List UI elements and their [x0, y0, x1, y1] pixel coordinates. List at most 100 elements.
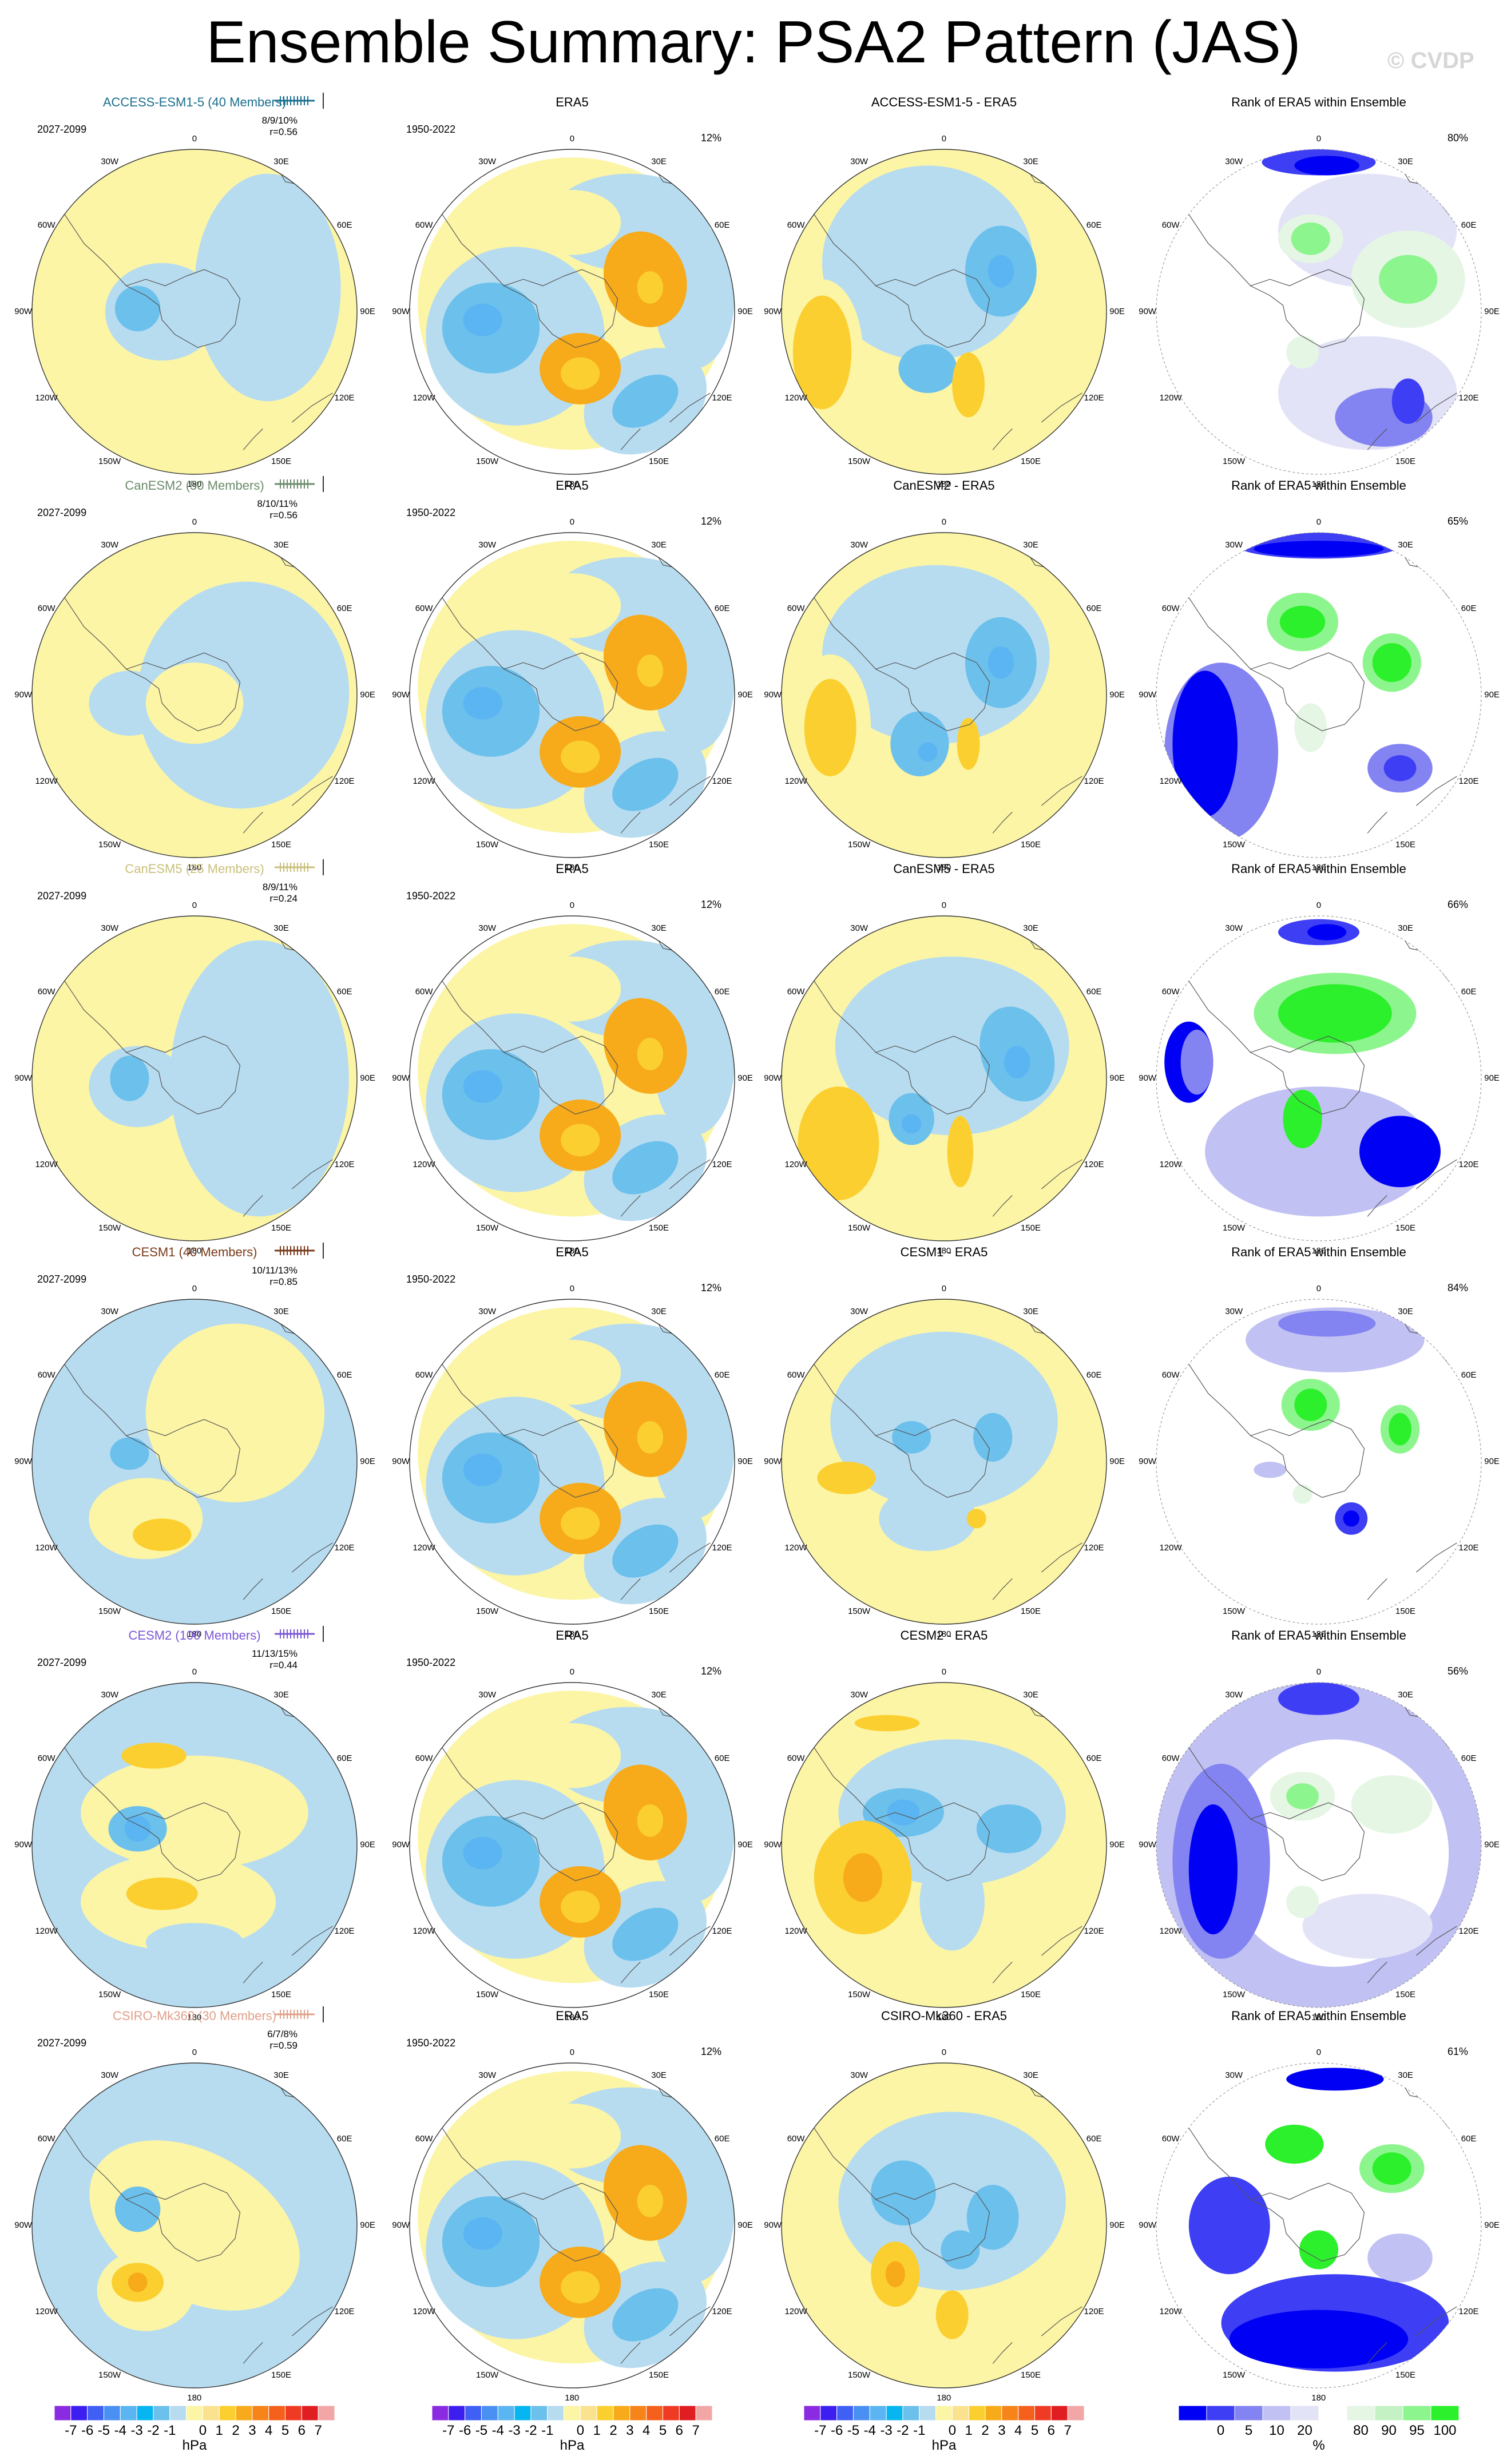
longitude-label: 150E — [1021, 1989, 1041, 1999]
longitude-label: 0 — [941, 1667, 947, 1677]
longitude-label: 60W — [37, 604, 55, 613]
australia-coastline — [1416, 1542, 1457, 1573]
new-zealand-coastline — [992, 2342, 1013, 2364]
longitude-label: 150W — [1223, 1606, 1246, 1616]
longitude-label: 150W — [1223, 456, 1246, 466]
colorbar-label: -1 — [164, 2423, 176, 2438]
longitude-label: 120W — [784, 393, 807, 403]
antarctica-coastline — [875, 652, 990, 732]
pattern-correlation: r=0.56 — [269, 510, 298, 521]
longitude-label: 150E — [1395, 1606, 1416, 1616]
colorbar-label: -3 — [880, 2423, 893, 2438]
colorbar-label: -6 — [81, 2423, 94, 2438]
longitude-label: 120W — [413, 1926, 435, 1936]
diff-title: CanESM2 - ERA5 — [893, 478, 995, 493]
model-title: CanESM2 (50 Members) — [125, 478, 264, 493]
era-title: ERA5 — [556, 862, 589, 876]
new-zealand-coastline — [992, 812, 1013, 834]
colorbar-label: 4 — [643, 2423, 651, 2438]
longitude-label: 90E — [1109, 2220, 1125, 2230]
era5-map-border — [409, 915, 735, 1241]
longitude-label: 60E — [714, 604, 730, 613]
longitude-label: 30E — [1398, 1690, 1413, 1700]
longitude-label: 30E — [651, 2070, 667, 2081]
rank-map-region — [1389, 1412, 1411, 1446]
page-title: Ensemble Summary: PSA2 Pattern (JAS) — [206, 9, 1301, 76]
longitude-label: 60W — [1161, 1753, 1180, 1763]
model-map-region — [81, 1755, 308, 1870]
model-map-region — [128, 2272, 148, 2292]
longitude-label: 60W — [787, 2134, 805, 2144]
longitude-label: 120W — [1159, 393, 1182, 403]
longitude-label: 150W — [848, 1606, 871, 1616]
south-america-coastline — [64, 1747, 127, 1819]
era5-map-border — [409, 2062, 735, 2388]
era5-map-region — [637, 1804, 664, 1837]
longitude-label: 90W — [392, 1457, 410, 1466]
colorbar-label: 6 — [675, 2423, 684, 2438]
colorbar-cell — [1034, 2405, 1052, 2421]
rank-map-region — [1278, 984, 1392, 1043]
colorbar-label: 4 — [1014, 2423, 1022, 2438]
colorbar-cell — [268, 2405, 286, 2421]
colorbar-label: -1 — [913, 2423, 926, 2438]
era5-map-region — [612, 757, 679, 811]
era-period: 1950-2022 — [406, 1657, 456, 1668]
model-map-border — [31, 1299, 358, 1625]
era-variance: 12% — [701, 899, 722, 910]
longitude-label: 150W — [848, 2370, 871, 2380]
difference-map-region — [843, 1853, 883, 1902]
longitude-label: 60W — [787, 604, 805, 613]
colorbar-cell — [836, 2405, 854, 2421]
longitude-label: 150W — [1223, 1223, 1246, 1233]
longitude-label: 60W — [415, 604, 433, 613]
longitude-label: 90W — [14, 1457, 33, 1466]
era-title: ERA5 — [556, 2009, 589, 2023]
colorbar-label: 80 — [1353, 2423, 1369, 2438]
longitude-label: 180 — [565, 2013, 580, 2022]
longitude-label: 180 — [1311, 1629, 1326, 1639]
model-map-region — [145, 1323, 325, 1502]
australia-coastline — [669, 1542, 711, 1573]
era5-map-region — [561, 357, 600, 390]
longitude-label: 120W — [35, 1926, 58, 1936]
australia-coastline — [292, 2306, 333, 2336]
model-map-region — [110, 1056, 149, 1101]
longitude-label: 30W — [101, 540, 119, 550]
longitude-label: 90E — [1484, 307, 1500, 316]
colorbar-cell — [803, 2405, 821, 2421]
antarctica-coastline — [1250, 1419, 1365, 1498]
rank-map-region — [1278, 1683, 1359, 1715]
longitude-label: 30W — [478, 157, 497, 167]
model-title: CanESM5 (25 Members) — [125, 862, 264, 876]
era5-map-region — [523, 190, 621, 255]
difference-map-region — [935, 2290, 969, 2339]
rank-map-region — [1367, 2233, 1433, 2283]
longitude-label: 120E — [1084, 1160, 1104, 1169]
new-zealand-coastline — [1367, 2342, 1387, 2364]
era5-map-region — [637, 1038, 664, 1070]
longitude-label: 0 — [941, 900, 947, 910]
rank-map-region — [1286, 2068, 1384, 2091]
longitude-label: 180 — [937, 2393, 951, 2403]
south-america-coastline — [1188, 1364, 1251, 1436]
longitude-label: 90W — [392, 1073, 410, 1083]
longitude-label: 0 — [192, 900, 197, 910]
difference-map-region — [976, 1804, 1042, 1854]
model-map — [32, 916, 357, 1241]
colorbar-label: -5 — [847, 2423, 860, 2438]
antarctica-coastline — [875, 1035, 990, 1115]
difference-map-region — [830, 1331, 1058, 1511]
longitude-label: 30E — [273, 2070, 289, 2081]
era5-map-region — [561, 1890, 600, 1923]
new-zealand-coastline — [1367, 428, 1387, 450]
era-period: 1950-2022 — [406, 2037, 456, 2049]
era5-map-region — [523, 573, 621, 638]
colorbar-cell — [1318, 2405, 1347, 2421]
colorbar-label: -2 — [897, 2423, 909, 2438]
longitude-label: 0 — [192, 134, 197, 144]
australia-coastline — [1041, 1159, 1082, 1189]
longitude-label: 30E — [651, 1307, 667, 1317]
longitude-label: 150E — [1395, 2370, 1416, 2380]
longitude-label: 150E — [271, 1606, 292, 1616]
